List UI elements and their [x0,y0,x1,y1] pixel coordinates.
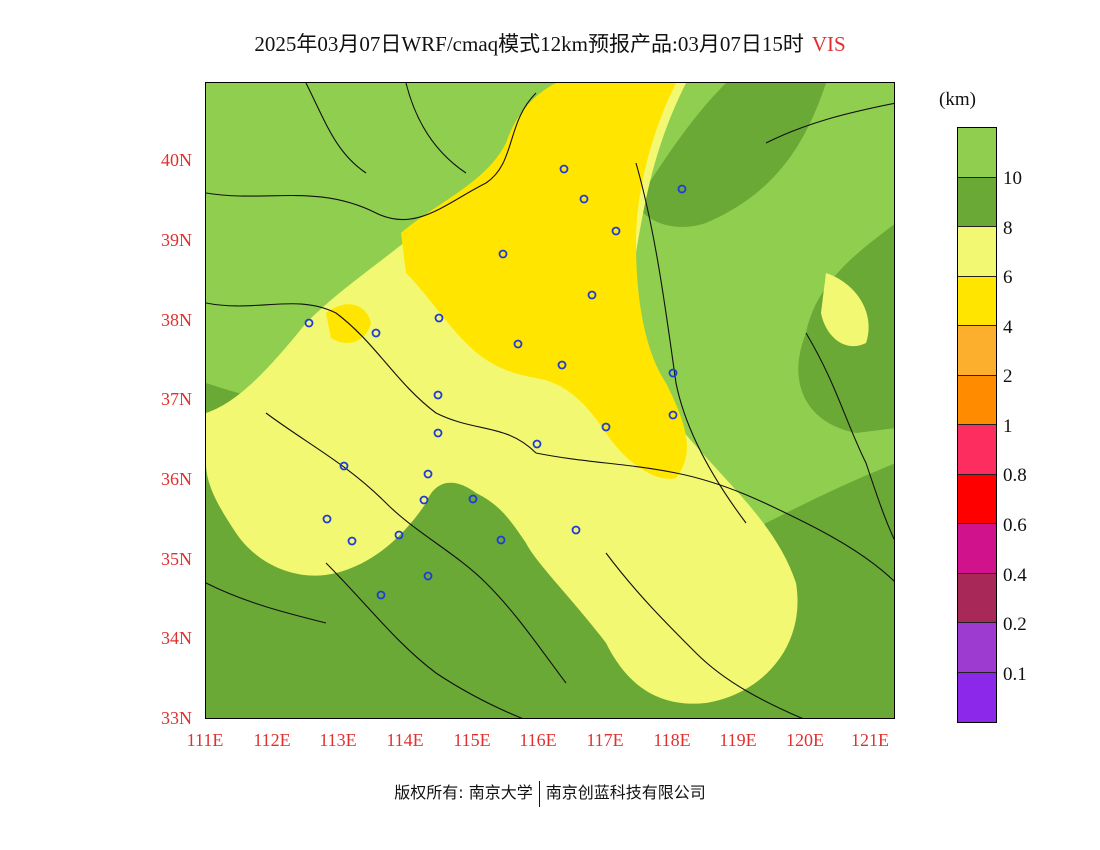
vis-band-8-10-north [636,83,826,227]
lat-label-36n: 36N [161,469,192,489]
colorbar-swatch [958,177,996,227]
lat-label-34n: 34N [161,628,192,648]
lat-label-35n: 35N [161,549,192,569]
colorbar-label: 6 [1003,267,1013,288]
lon-label-118e: 118E [653,730,691,750]
copyright-owner: 版权所有: 南京大学 [394,783,533,802]
colorbar-swatch [958,128,996,178]
colorbar [957,127,997,723]
chart-title: 2025年03月07日WRF/cmaq模式12km预报产品:03月07日15时 V… [0,28,1100,58]
lon-label-120e: 120E [786,730,824,750]
copyright-footer: 版权所有: 南京大学 南京创蓝科技有限公司 [0,779,1100,807]
colorbar-label: 0.6 [1003,515,1027,536]
colorbar-label: 0.2 [1003,614,1027,635]
lat-label-40n: 40N [161,150,192,170]
forecast-map [205,82,895,719]
visibility-field [206,83,894,718]
title-text: 2025年03月07日WRF/cmaq模式12km预报产品:03月07日15时 [254,32,804,56]
lon-label-116e: 116E [519,730,557,750]
colorbar-label: 1 [1003,416,1013,437]
lon-label-112e: 112E [253,730,291,750]
lon-label-113e: 113E [319,730,357,750]
colorbar-swatch [958,474,996,524]
vis-band-6-8 [206,83,798,704]
colorbar-label: 8 [1003,218,1013,239]
colorbar-swatch [958,227,996,277]
colorbar-label: 4 [1003,317,1013,338]
province-borders [206,83,894,718]
colorbar-label: 0.1 [1003,664,1027,685]
colorbar-swatch [958,672,996,722]
footer-divider [538,780,540,807]
lat-label-33n: 33N [161,708,192,728]
vis-band-6-8-east [821,273,869,347]
lon-label-111e: 111E [186,730,224,750]
colorbar-label: 0.4 [1003,565,1027,586]
colorbar-swatch [958,524,996,574]
lon-label-119e: 119E [719,730,757,750]
vis-band-4-6 [401,83,687,479]
lat-label-38n: 38N [161,310,192,330]
colorbar-swatch [958,623,996,673]
colorbar-swatch [958,573,996,623]
colorbar-label: 10 [1003,168,1022,189]
colorbar-swatch [958,326,996,376]
colorbar-swatch [958,425,996,475]
city-markers [304,164,687,600]
colorbar-unit: (km) [939,89,976,110]
colorbar-swatch [958,276,996,326]
variable-name: VIS [811,32,846,56]
lon-label-117e: 117E [586,730,624,750]
colorbar-swatch [958,375,996,425]
colorbar-label: 0.8 [1003,465,1027,486]
lon-label-121e: 121E [851,730,889,750]
lon-label-114e: 114E [386,730,424,750]
copyright-company: 南京创蓝科技有限公司 [545,783,706,802]
colorbar-label: 2 [1003,366,1013,387]
lon-label-115e: 115E [453,730,491,750]
lat-label-39n: 39N [161,230,192,250]
lat-label-37n: 37N [161,389,192,409]
